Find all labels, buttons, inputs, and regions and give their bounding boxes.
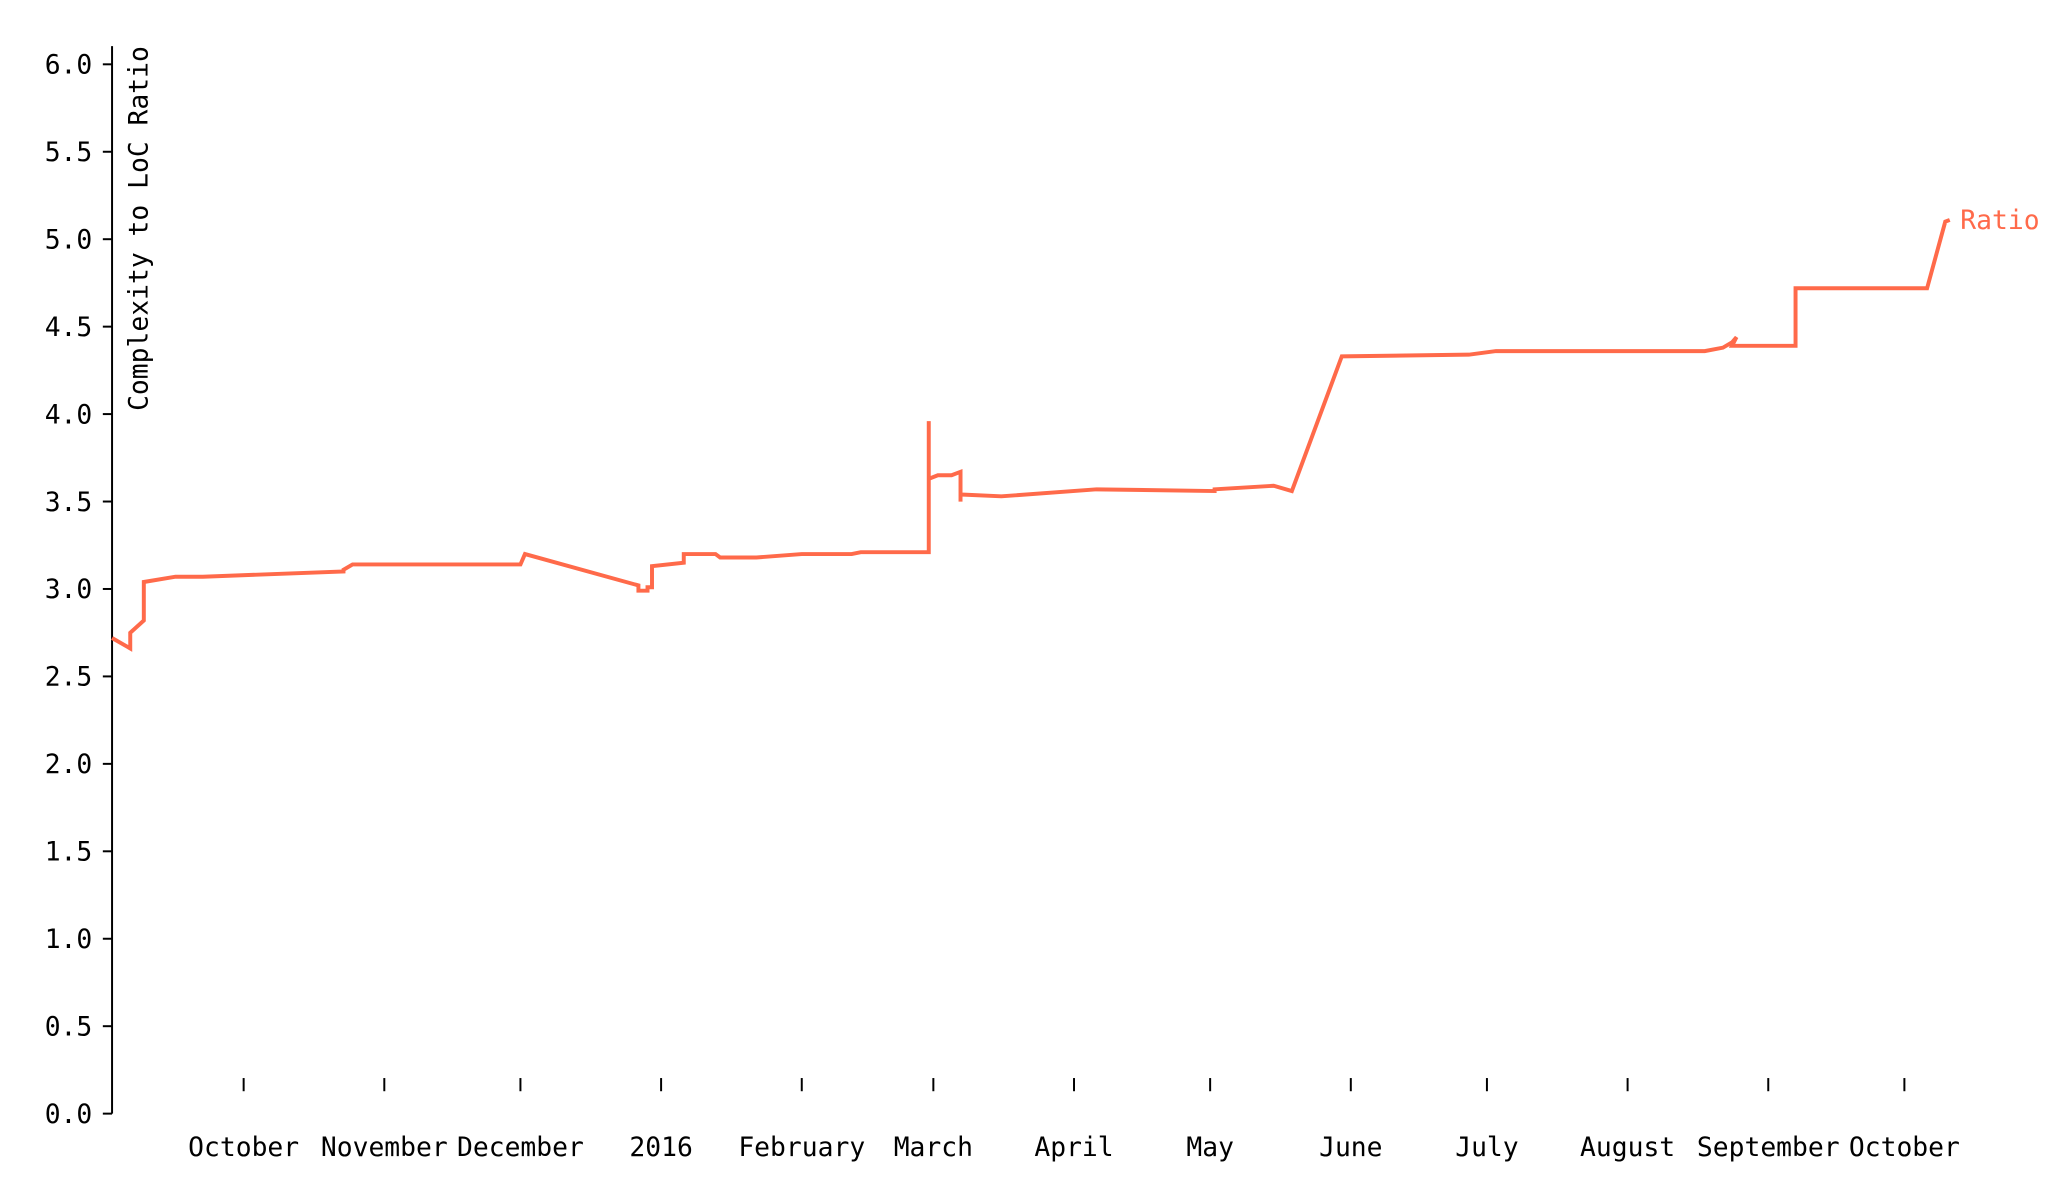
y-tick-label: 3.0 [45,575,93,605]
y-tick-label: 0.0 [45,1100,93,1130]
y-axis-title: Complexity to LoC Ratio [125,46,155,411]
x-tick-label: August [1580,1133,1675,1163]
series-label-ratio: Ratio [1960,206,2039,236]
x-tick-label: February [738,1133,865,1163]
x-tick-label: October [188,1133,299,1163]
y-tick-label: 4.0 [45,400,93,430]
x-tick-label: November [321,1133,448,1163]
y-tick-label: 1.0 [45,925,93,955]
y-tick-label: 0.5 [45,1012,93,1042]
x-tick-label: December [457,1133,584,1163]
x-tick-label: 2016 [629,1133,692,1163]
x-tick-label: July [1455,1133,1518,1163]
y-tick-label: 4.5 [45,313,93,343]
y-tick-label: 1.5 [45,838,93,868]
x-axis: October November December 2016 February March… [188,1078,1960,1163]
x-tick-label: September [1697,1133,1840,1163]
y-tick-label: 5.5 [45,138,93,168]
series-line-ratio [111,218,1951,652]
y-tick-label: 2.0 [45,750,93,780]
y-axis: 0.0 0.5 1.0 1.5 2.0 2.5 3.0 3.5 4.0 4.5 5.0 5.5 6.0 [45,46,114,1130]
x-tick-label: March [894,1133,973,1163]
x-tick-label: April [1034,1133,1113,1163]
y-tick-label: 5.0 [45,225,93,255]
x-tick-label: October [1849,1133,1960,1163]
y-tick-label: 2.5 [45,663,93,693]
y-tick-label: 3.5 [45,488,93,518]
x-tick-label: June [1319,1133,1382,1163]
x-tick-label: May [1186,1133,1234,1163]
y-tick-label: 6.0 [45,51,93,81]
